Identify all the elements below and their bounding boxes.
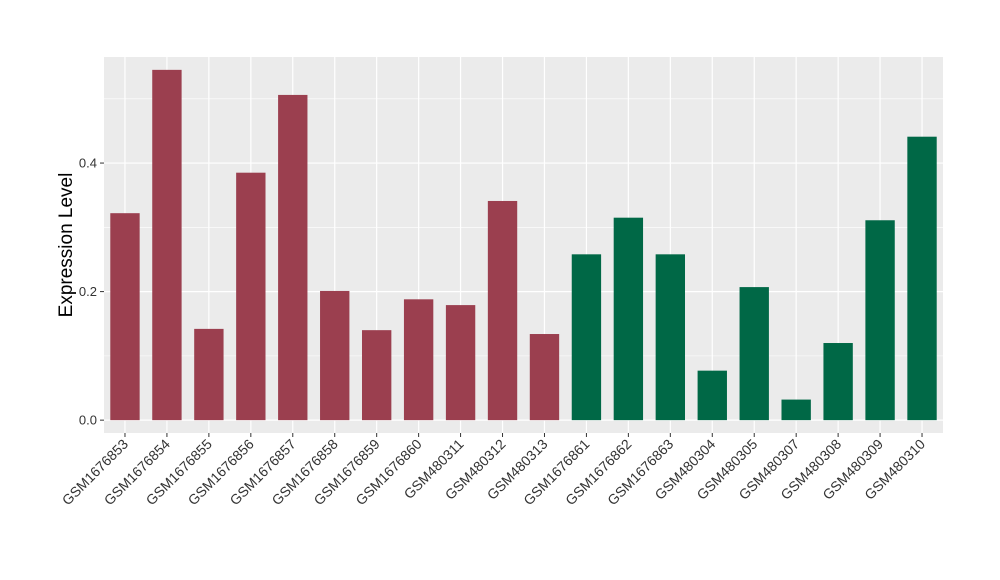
bar-GSM480304 [697, 370, 727, 421]
y-tick-label: 0.2 [79, 284, 97, 299]
bar-GSM480312 [487, 200, 518, 421]
bar-GSM1676853 [110, 213, 140, 421]
bar-GSM1676863 [655, 254, 686, 421]
bar-GSM1676856 [236, 172, 266, 421]
bar-GSM1676861 [571, 254, 602, 421]
bar-GSM480307 [781, 399, 811, 421]
bar-GSM1676857 [278, 94, 308, 421]
bar-GSM480313 [529, 334, 560, 421]
bar-GSM1676855 [194, 328, 224, 421]
plot-panel [104, 57, 943, 433]
bar-GSM480310 [907, 136, 937, 421]
x-axis: GSM1676853GSM1676854GSM1676855GSM1676856… [59, 433, 928, 508]
bar-GSM1676860 [403, 299, 434, 421]
y-tick-label: 0.4 [79, 156, 97, 171]
bar-GSM1676862 [613, 217, 644, 421]
bar-GSM1676858 [320, 290, 350, 421]
bar-GSM1676859 [361, 330, 392, 421]
y-axis: 0.0 0.2 0.4 [79, 156, 104, 428]
bar-GSM1676854 [152, 69, 182, 421]
bar-GSM480309 [865, 220, 895, 421]
bar-GSM480311 [445, 305, 476, 421]
bars-group [110, 69, 937, 421]
bar-GSM480305 [739, 287, 769, 421]
y-tick-label: 0.0 [79, 413, 97, 428]
bar-GSM480308 [823, 343, 853, 421]
y-axis-title: Expression Level [56, 173, 77, 318]
